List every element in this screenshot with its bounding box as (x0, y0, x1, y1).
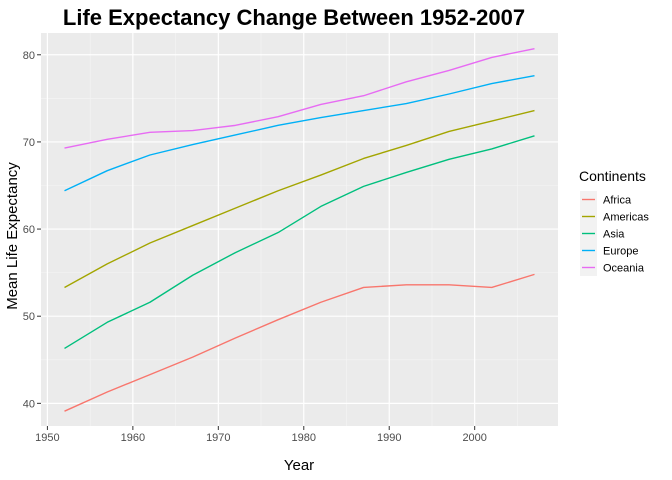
legend-title: Continents (579, 168, 646, 184)
series-line-americas (64, 109, 535, 289)
x-tick-label: 1960 (121, 432, 145, 444)
x-tick-label: 2000 (462, 432, 486, 444)
x-tick-label: 1950 (35, 432, 59, 444)
x-tick-label: 1990 (377, 432, 401, 444)
y-tick-label: 40 (23, 398, 35, 410)
legend-label-europe: Europe (603, 246, 638, 258)
series-line-africa (64, 273, 535, 412)
y-axis-title: Mean Life Expectancy (4, 162, 21, 310)
x-axis-ticks: 1950 1960 1970 1980 1990 2000 (35, 426, 487, 444)
x-tick-label: 1980 (292, 432, 316, 444)
legend: Continents Africa Americas Asia Europe Ocean… (579, 168, 649, 276)
series-lines (64, 48, 535, 412)
x-axis-title: Year (284, 457, 314, 474)
legend-label-oceania: Oceania (603, 263, 645, 275)
y-axis-ticks: 40 50 60 70 80 (23, 50, 41, 410)
series-line-asia (64, 135, 535, 350)
legend-label-americas: Americas (603, 212, 649, 224)
x-tick-label: 1970 (206, 432, 230, 444)
legend-label-africa: Africa (603, 195, 632, 207)
legend-label-asia: Asia (603, 229, 625, 241)
series-line-europe (64, 75, 535, 192)
y-tick-label: 80 (23, 50, 35, 62)
y-tick-label: 50 (23, 311, 35, 323)
major-gridlines (41, 33, 558, 426)
series-line-oceania (64, 48, 535, 149)
y-tick-label: 60 (23, 224, 35, 236)
y-tick-label: 70 (23, 137, 35, 149)
chart-title: Life Expectancy Change Between 1952-2007 (63, 5, 525, 30)
